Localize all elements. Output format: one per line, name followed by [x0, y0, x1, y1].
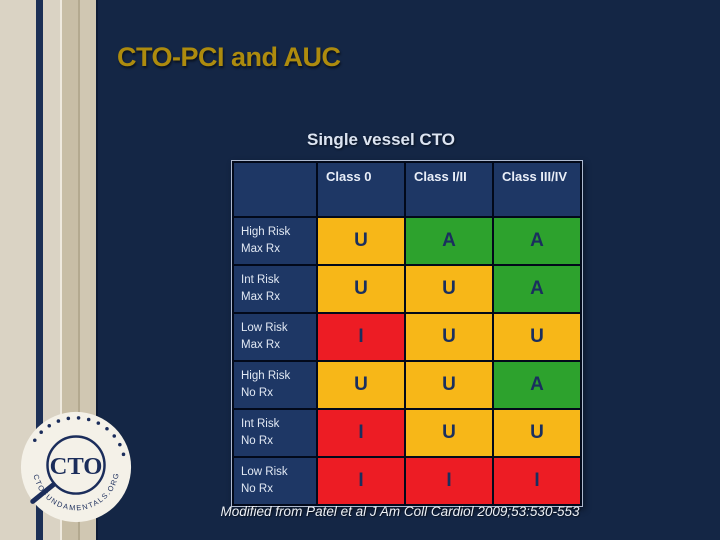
slide-title: CTO-PCI and AUC	[117, 42, 341, 72]
cto-fundamentals-logo: CTO CTOFUNDAMENTALS.ORG	[17, 408, 135, 526]
table-title: Single vessel CTO	[306, 130, 456, 149]
rating-cell-A: A	[492, 264, 582, 314]
left-stripe-tan-light	[80, 0, 96, 540]
header-cell-class34: Class III/IV	[492, 161, 582, 218]
row-label: High Risk Max Rx	[232, 216, 318, 266]
rating-cell-A: A	[404, 216, 494, 266]
rating-cell-U: U	[316, 216, 406, 266]
rating-cell-A: A	[492, 216, 582, 266]
left-stripe-navy	[36, 0, 43, 540]
left-stripe-edge	[96, 0, 98, 540]
auc-table-body: Class 0 Class I/II Class III/IV High Ris…	[232, 161, 582, 506]
rating-cell-I: I	[316, 408, 406, 458]
logo-dots	[33, 416, 126, 457]
citation-text: Modified from Patel et al J Am Coll Card…	[220, 504, 580, 519]
row-label: Int Risk No Rx	[232, 408, 318, 458]
rating-cell-U: U	[316, 360, 406, 410]
left-stripe-tan-dark	[62, 0, 78, 540]
rating-cell-I: I	[492, 456, 582, 506]
header-cell-class12: Class I/II	[404, 161, 494, 218]
rating-cell-I: I	[404, 456, 494, 506]
magnifier-handle-icon	[30, 482, 56, 504]
logo-circle	[20, 411, 132, 523]
left-stripe-divider	[78, 0, 80, 540]
table-row: Int Risk No Rx I U U	[232, 408, 582, 458]
rating-cell-U: U	[404, 360, 494, 410]
rating-cell-A: A	[492, 360, 582, 410]
rating-cell-U: U	[404, 264, 494, 314]
table-row: Low Risk No Rx I I I	[232, 456, 582, 506]
row-label: Low Risk No Rx	[232, 456, 318, 506]
rating-cell-U: U	[492, 312, 582, 362]
table-row: Low Risk Max Rx I U U	[232, 312, 582, 362]
auc-table: Class 0 Class I/II Class III/IV High Ris…	[231, 160, 583, 507]
rating-cell-U: U	[316, 264, 406, 314]
row-label: High Risk No Rx	[232, 360, 318, 410]
rating-cell-U: U	[404, 408, 494, 458]
table-row: Int Risk Max Rx U U A	[232, 264, 582, 314]
header-cell-class0: Class 0	[316, 161, 406, 218]
row-label: Int Risk Max Rx	[232, 264, 318, 314]
logo-text: CTO	[50, 453, 103, 480]
header-row: Class 0 Class I/II Class III/IV	[232, 161, 582, 218]
table-row: High Risk Max Rx U A A	[232, 216, 582, 266]
rating-cell-I: I	[316, 456, 406, 506]
rating-cell-U: U	[404, 312, 494, 362]
rating-cell-I: I	[316, 312, 406, 362]
header-cell-empty	[232, 161, 318, 218]
table-row: High Risk No Rx U U A	[232, 360, 582, 410]
row-label: Low Risk Max Rx	[232, 312, 318, 362]
left-stripe-highlight	[60, 0, 62, 540]
rating-cell-U: U	[492, 408, 582, 458]
magnifier-lens-icon	[46, 435, 106, 495]
